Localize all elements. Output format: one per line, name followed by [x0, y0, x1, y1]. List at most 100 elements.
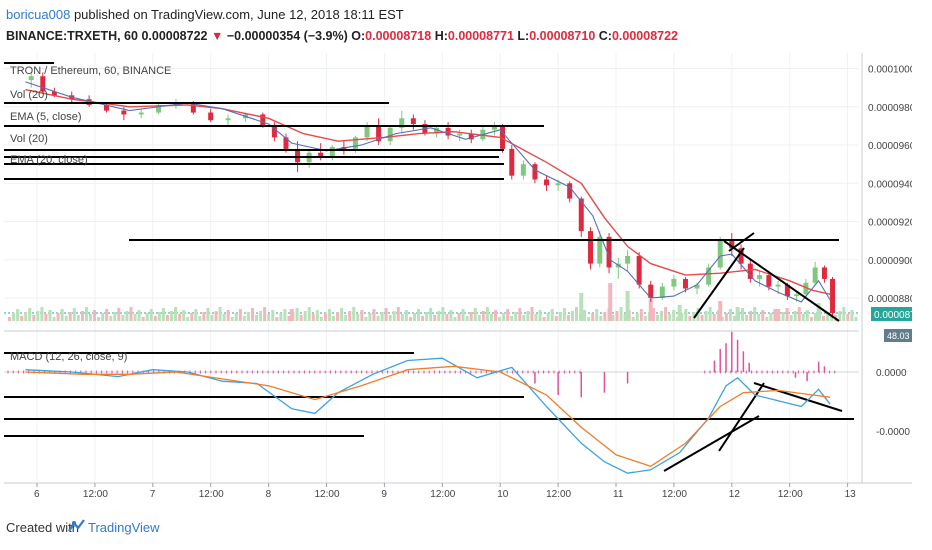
tradingview-logo-icon[interactable]: [68, 519, 86, 538]
candle-body-16: [283, 137, 289, 149]
volume-bar-small-117: [481, 311, 485, 321]
candle-body-19: [318, 152, 324, 157]
trend-line-5: [753, 382, 843, 412]
volume-bar-small-12: [56, 313, 60, 321]
volume-bar-small-91: [376, 316, 380, 321]
volume-bar-small-36: [153, 316, 157, 321]
candle-body-55: [717, 240, 723, 268]
trendline-drawings[interactable]: [4, 62, 854, 472]
volume-bar-small-64: [267, 314, 271, 321]
price-tick-label-2: 0.00009600: [868, 141, 912, 152]
candle-body-38: [532, 164, 538, 180]
publish-line: boricua008 published on TradingView.com,…: [6, 7, 404, 22]
time-tick-label-11: 12:00: [662, 489, 687, 500]
volume-bar-small-188: [769, 313, 773, 321]
candle-body-57: [738, 248, 744, 264]
volume-bar-small-201: [822, 316, 826, 321]
candle-body-47: [625, 255, 631, 264]
volume-bar-small-106: [437, 311, 441, 321]
legend-vol-1: Vol (20): [10, 89, 48, 101]
volume-bar-small-31: [133, 314, 137, 321]
candle-body-43: [588, 231, 594, 264]
candle-body-67: [830, 278, 836, 313]
high-label: H:: [434, 29, 448, 43]
volume-bar-small-178: [728, 309, 732, 321]
price-tick-label-6: 0.00008800: [868, 294, 912, 305]
chart-area[interactable]: 0.00010000 0.00009800 0.00009600 0.00009400…: [4, 53, 927, 505]
volume-bar-small-18: [80, 311, 84, 321]
candle-body-5: [103, 104, 109, 111]
volume-bar-small-3: [20, 316, 24, 321]
price-tick-label-3: 0.00009400: [868, 179, 912, 190]
volume-bar-small-42: [178, 314, 182, 321]
volume-bar-small-35: [149, 309, 153, 321]
open-value: 0.00008718: [365, 29, 432, 43]
candle-body-54: [706, 267, 712, 285]
low-value: 0.00008710: [529, 29, 596, 43]
volume-bar-small-160: [656, 315, 659, 321]
volume-bar-small-9: [44, 314, 48, 321]
candle-body-42: [578, 198, 584, 232]
volume-bar-small-203: [830, 308, 834, 321]
volume-bar-small-60: [251, 308, 254, 321]
volume-bar-small-177: [724, 313, 728, 321]
volume-bar-2: [608, 283, 613, 321]
volume-bar-small-56: [234, 313, 238, 321]
candle-body-64: [803, 282, 809, 295]
volume-bar-small-133: [546, 313, 550, 321]
volume-bar-small-85: [352, 307, 356, 321]
volume-bar-small-122: [502, 313, 506, 321]
volume-bar-small-131: [538, 310, 542, 321]
time-tick-label-14: 13: [845, 489, 857, 500]
volume-bar-small-123: [506, 309, 510, 321]
trend-line-4: [718, 382, 765, 452]
volume-bar-small-81: [336, 312, 340, 321]
volume-bar-small-142: [583, 310, 587, 321]
volume-bar-small-130: [534, 314, 538, 321]
footer: Created with TradingView: [0, 506, 932, 550]
candle-body-6: [121, 110, 127, 115]
volume-bar-small-168: [688, 316, 692, 321]
volume-bar-small-21: [93, 310, 97, 321]
candle-body-37: [520, 164, 526, 176]
price-tick-label-1: 0.00009800: [868, 103, 912, 114]
ema-20-line: [25, 88, 831, 295]
volume-bar-small-173: [708, 307, 712, 321]
volume-bar-small-58: [242, 316, 246, 321]
volume-bar-small-166: [680, 313, 684, 321]
volume-bar-small-65: [271, 310, 275, 321]
candle-body-58: [747, 263, 753, 279]
volume-bar-small-67: [279, 313, 283, 321]
volume-badge: 48.03: [884, 329, 912, 342]
candle-body-61: [775, 284, 781, 287]
signal-line: [25, 365, 831, 468]
volume-bar-small-77: [319, 317, 323, 321]
volume-bar-small-209: [854, 317, 858, 321]
volume-bar-small-184: [753, 307, 757, 321]
candle-body-66: [821, 267, 827, 279]
candle-body-21: [341, 146, 347, 151]
chart-header: boricua008 published on TradingView.com,…: [0, 0, 932, 52]
published-text: published on TradingView.com, June 12, 2…: [73, 7, 404, 22]
trend-line-2: [728, 232, 755, 252]
volume-bar-small-187: [765, 317, 769, 321]
volume-bar-small-136: [558, 312, 562, 321]
tradingview-brand[interactable]: TradingView: [88, 520, 160, 535]
candle-body-34: [491, 125, 497, 130]
price-chart-svg[interactable]: 0.00010000 0.00009800 0.00009600 0.00009400…: [4, 53, 927, 505]
candle-body-7: [138, 112, 144, 115]
time-tick-label-12: 12: [729, 489, 741, 500]
author-link[interactable]: boricua008: [6, 7, 71, 22]
volume-bar-small-16: [72, 308, 76, 321]
candle-body-2: [51, 91, 57, 96]
candle-body-56: [729, 240, 735, 249]
volume-bar-small-144: [591, 313, 595, 321]
ema-lines: [25, 81, 831, 303]
candle-body-31: [457, 133, 463, 136]
volume-bar-8: [776, 309, 781, 321]
candle-body-32: [468, 133, 474, 140]
volume-bar-small-147: [603, 312, 607, 321]
volume-bar-small-185: [757, 314, 761, 321]
volume-bar-small-96: [396, 307, 400, 321]
volume-bar-small-198: [809, 317, 813, 321]
